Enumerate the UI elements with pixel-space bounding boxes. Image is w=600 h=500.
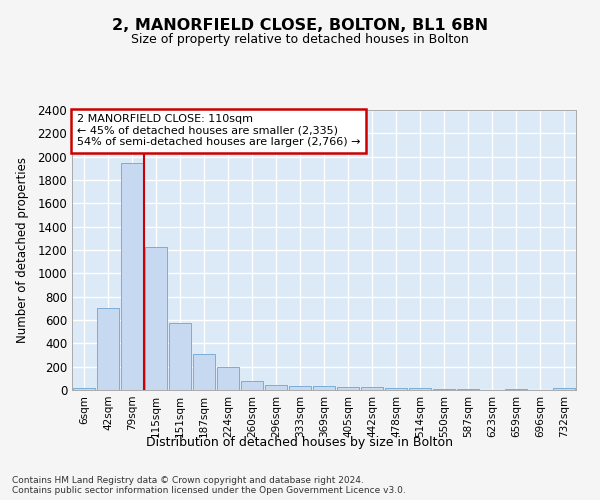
- Bar: [97, 308, 119, 390]
- Bar: [457, 389, 479, 390]
- Y-axis label: Number of detached properties: Number of detached properties: [16, 157, 29, 343]
- Bar: [145, 247, 167, 390]
- Bar: [337, 386, 359, 390]
- Bar: [217, 366, 239, 390]
- Bar: [265, 385, 287, 390]
- Bar: [553, 388, 575, 390]
- Bar: [241, 380, 263, 390]
- Text: 2, MANORFIELD CLOSE, BOLTON, BL1 6BN: 2, MANORFIELD CLOSE, BOLTON, BL1 6BN: [112, 18, 488, 32]
- Text: 2 MANORFIELD CLOSE: 110sqm
← 45% of detached houses are smaller (2,335)
54% of s: 2 MANORFIELD CLOSE: 110sqm ← 45% of deta…: [77, 114, 361, 148]
- Bar: [289, 386, 311, 390]
- Text: Size of property relative to detached houses in Bolton: Size of property relative to detached ho…: [131, 32, 469, 46]
- Bar: [313, 386, 335, 390]
- Text: Contains HM Land Registry data © Crown copyright and database right 2024.
Contai: Contains HM Land Registry data © Crown c…: [12, 476, 406, 495]
- Bar: [121, 162, 143, 390]
- Bar: [169, 323, 191, 390]
- Bar: [361, 386, 383, 390]
- Bar: [193, 354, 215, 390]
- Text: Distribution of detached houses by size in Bolton: Distribution of detached houses by size …: [146, 436, 454, 449]
- Bar: [385, 388, 407, 390]
- Bar: [409, 388, 431, 390]
- Bar: [73, 388, 95, 390]
